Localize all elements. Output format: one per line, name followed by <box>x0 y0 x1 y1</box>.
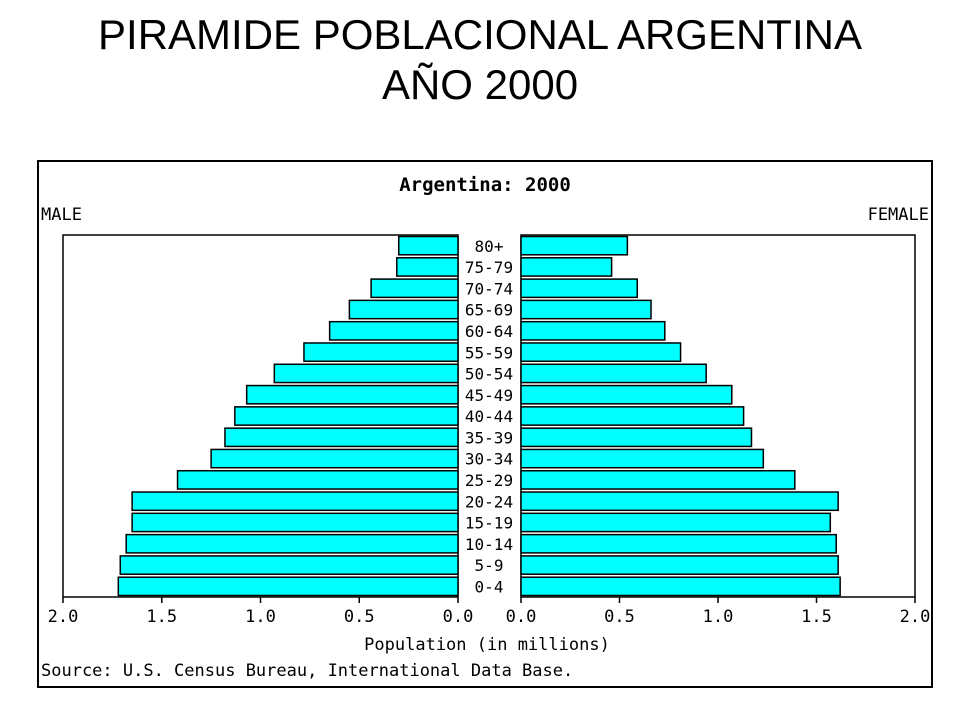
female-axis-tick-label: 0.5 <box>604 607 635 627</box>
age-group-label: 75-79 <box>465 258 513 277</box>
female-bar <box>520 491 839 512</box>
male-bar <box>131 491 459 512</box>
female-bar <box>520 363 707 384</box>
age-group-label: 35-39 <box>465 428 513 447</box>
slide-title-line-2: AÑO 2000 <box>381 61 579 108</box>
age-group-label: 10-14 <box>465 535 513 554</box>
age-group-label: 40-44 <box>465 407 513 426</box>
male-bar <box>245 384 459 405</box>
female-bar <box>520 406 745 426</box>
male-bar <box>117 576 459 597</box>
male-bar <box>328 320 459 341</box>
male-axis-tick-label: 2.0 <box>48 607 79 627</box>
male-axis-tick-label: 0.0 <box>443 607 474 627</box>
female-bar <box>520 512 832 533</box>
male-bar <box>125 533 459 554</box>
age-group-label: 70-74 <box>465 279 513 298</box>
male-bar <box>119 555 459 575</box>
x-axis-label: Population (in millions) <box>364 635 610 655</box>
age-group-label: 20-24 <box>465 492 513 511</box>
slide-title: PIRAMIDE POBLACIONAL ARGENTINA AÑO 2000 <box>0 10 960 110</box>
male-bar <box>234 406 459 426</box>
female-axis-tick-label: 0.0 <box>506 607 537 627</box>
male-bar <box>176 469 459 490</box>
female-bar <box>520 533 837 554</box>
female-bar <box>520 469 796 490</box>
male-label: MALE <box>41 205 82 225</box>
male-bar <box>210 448 459 469</box>
slide-title-line-1: PIRAMIDE POBLACIONAL ARGENTINA <box>98 11 862 58</box>
source-note: Source: U.S. Census Bureau, Internationa… <box>41 661 573 681</box>
chart-frame: Argentina: 2000 MALE FEMALE 80+ 75-79 70-74 65… <box>37 160 933 688</box>
female-bar <box>520 320 666 341</box>
male-axis-tick-label: 0.5 <box>344 607 375 627</box>
female-bar <box>520 278 638 299</box>
female-bar <box>520 448 765 469</box>
male-bar <box>348 299 459 320</box>
male-bar <box>224 427 459 448</box>
population-pyramid-chart: Argentina: 2000 MALE FEMALE 80+ 75-79 70-74 65… <box>41 174 931 681</box>
female-bar <box>520 299 652 320</box>
female-axis-tick-label: 1.0 <box>703 607 734 627</box>
male-axis-tick-label: 1.5 <box>146 607 177 627</box>
age-group-label: 45-49 <box>465 386 513 405</box>
female-bar <box>520 257 613 277</box>
age-group-label: 60-64 <box>465 322 513 341</box>
female-bar <box>520 576 841 597</box>
age-group-label: 0-4 <box>475 578 504 597</box>
age-group-label: 25-29 <box>465 471 513 490</box>
female-bar <box>520 555 839 575</box>
chart-title: Argentina: 2000 <box>399 174 571 196</box>
male-bar <box>131 512 459 533</box>
age-group-label: 65-69 <box>465 301 513 320</box>
female-bar <box>520 235 629 256</box>
female-bar <box>520 342 682 363</box>
female-label: FEMALE <box>868 205 929 225</box>
female-bar <box>520 384 733 405</box>
age-group-label: 30-34 <box>465 450 513 469</box>
male-bar <box>396 257 459 277</box>
age-group-label: 5-9 <box>475 556 504 575</box>
female-axis-tick-label: 2.0 <box>900 607 931 627</box>
female-bar <box>520 427 753 448</box>
age-group-label: 15-19 <box>465 514 513 533</box>
male-bar <box>398 235 459 256</box>
male-bar <box>370 278 459 299</box>
male-bar <box>273 363 459 384</box>
male-axis-tick-label: 1.0 <box>245 607 276 627</box>
age-group-label: 50-54 <box>465 365 513 384</box>
age-group-label: 80+ <box>475 237 504 256</box>
age-group-label: 55-59 <box>465 343 513 362</box>
male-bar <box>303 342 459 363</box>
female-axis-tick-label: 1.5 <box>801 607 832 627</box>
